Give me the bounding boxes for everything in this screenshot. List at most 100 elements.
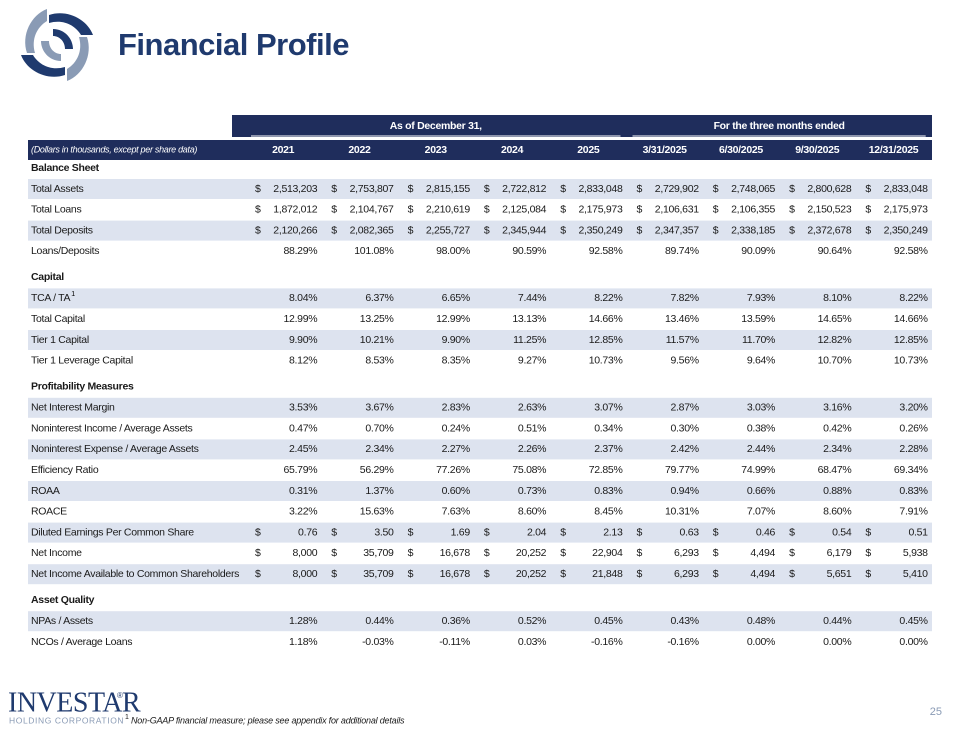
currency-sign: $ bbox=[560, 526, 566, 538]
cell-value: 2,104,767 bbox=[350, 204, 394, 216]
cell-value: 4,494 bbox=[750, 568, 775, 580]
currency-sign: $ bbox=[713, 224, 719, 236]
currency-sign: $ bbox=[637, 183, 643, 195]
cell-value: 92.58% bbox=[894, 245, 928, 257]
column-header: 2025 bbox=[577, 144, 600, 156]
cell-value: 2,833,048 bbox=[884, 183, 928, 195]
cell-value: 8.12% bbox=[289, 355, 317, 367]
cell-value: 11.70% bbox=[742, 334, 775, 346]
cell-value: 1,872,012 bbox=[273, 204, 317, 216]
currency-sign: $ bbox=[637, 547, 643, 559]
cell-value: 21,848 bbox=[592, 568, 623, 580]
cell-value: 5,651 bbox=[827, 568, 852, 580]
column-header: 2024 bbox=[501, 144, 524, 156]
section-title: Asset Quality bbox=[31, 594, 95, 606]
cell-value: 2,255,727 bbox=[426, 224, 470, 236]
row-label: ROACE bbox=[31, 506, 67, 518]
currency-sign: $ bbox=[713, 183, 719, 195]
cell-value: 2,800,628 bbox=[807, 183, 851, 195]
cell-value: 0.83% bbox=[899, 485, 927, 497]
unit-note: (Dollars in thousands, except per share … bbox=[31, 144, 197, 154]
row-label: Total Capital bbox=[31, 313, 85, 325]
cell-value: 12.85% bbox=[589, 334, 623, 346]
cell-value: 0.36% bbox=[442, 615, 470, 627]
row-shade bbox=[28, 439, 932, 460]
row-shade bbox=[28, 481, 932, 501]
currency-sign: $ bbox=[408, 547, 414, 559]
cell-value: 2,125,084 bbox=[502, 204, 546, 216]
cell-value: 7.44% bbox=[518, 292, 546, 304]
currency-sign: $ bbox=[331, 224, 337, 236]
cell-value: 2,350,249 bbox=[578, 224, 622, 236]
cell-value: 1.18% bbox=[289, 636, 317, 648]
cell-value: 3.20% bbox=[899, 402, 927, 414]
cell-value: 0.00% bbox=[747, 636, 775, 648]
row-label: Tier 1 Leverage Capital bbox=[31, 355, 133, 367]
cell-value: 9.90% bbox=[289, 334, 317, 346]
row-label: Total Loans bbox=[31, 204, 81, 216]
currency-sign: $ bbox=[637, 204, 643, 216]
row-shade bbox=[28, 220, 932, 241]
cell-value: 2.26% bbox=[518, 443, 546, 455]
column-header: 9/30/2025 bbox=[795, 144, 839, 156]
cell-value: 10.31% bbox=[665, 506, 699, 518]
cell-value: 2,106,355 bbox=[731, 204, 775, 216]
currency-sign: $ bbox=[560, 183, 566, 195]
column-header-band bbox=[28, 140, 932, 160]
cell-value: 56.29% bbox=[360, 464, 394, 476]
cell-value: 9.27% bbox=[518, 355, 546, 367]
currency-sign: $ bbox=[408, 204, 414, 216]
cell-value: 2.13 bbox=[603, 526, 623, 538]
row-label: Noninterest Expense / Average Assets bbox=[31, 443, 199, 455]
section-title: Capital bbox=[31, 271, 64, 283]
currency-sign: $ bbox=[865, 224, 871, 236]
cell-value: 10.70% bbox=[818, 355, 852, 367]
cell-value: 74.99% bbox=[741, 464, 775, 476]
currency-sign: $ bbox=[789, 547, 795, 559]
cell-value: 1.28% bbox=[289, 615, 317, 627]
column-header: 2021 bbox=[272, 144, 295, 156]
currency-sign: $ bbox=[255, 204, 261, 216]
cell-value: 2,338,185 bbox=[731, 224, 775, 236]
currency-sign: $ bbox=[408, 183, 414, 195]
cell-value: 20,252 bbox=[516, 568, 547, 580]
currency-sign: $ bbox=[560, 568, 566, 580]
cell-value: 68.47% bbox=[818, 464, 852, 476]
cell-value: 2.34% bbox=[823, 443, 851, 455]
currency-sign: $ bbox=[865, 526, 871, 538]
cell-value: 0.73% bbox=[518, 485, 546, 497]
page-title: Financial Profile bbox=[118, 27, 349, 62]
cell-value: 0.94% bbox=[671, 485, 699, 497]
row-label: Tier 1 Capital bbox=[31, 334, 89, 346]
row-label: Loans/Deposits bbox=[31, 245, 99, 257]
cell-value: 3.53% bbox=[289, 402, 317, 414]
cell-value: 65.79% bbox=[283, 464, 317, 476]
cell-value: 0.83% bbox=[594, 485, 622, 497]
cell-value: -0.16% bbox=[667, 636, 698, 648]
cell-value: 2.83% bbox=[442, 402, 470, 414]
row-label: Efficiency Ratio bbox=[31, 464, 99, 476]
cell-value: 101.08% bbox=[354, 245, 393, 257]
column-header: 3/31/2025 bbox=[643, 144, 687, 156]
cell-value: 0.42% bbox=[823, 422, 851, 434]
cell-value: 11.25% bbox=[513, 334, 546, 346]
cell-value: 22,904 bbox=[592, 547, 623, 559]
currency-sign: $ bbox=[255, 224, 261, 236]
cell-value: 20,252 bbox=[516, 547, 547, 559]
currency-sign: $ bbox=[713, 204, 719, 216]
cell-value: 5,410 bbox=[903, 568, 928, 580]
cell-value: 2,082,365 bbox=[350, 224, 394, 236]
cell-value: 90.09% bbox=[741, 245, 775, 257]
row-label: ROAA bbox=[31, 485, 60, 497]
row-shade bbox=[28, 522, 932, 543]
cell-value: 0.34% bbox=[594, 422, 622, 434]
currency-sign: $ bbox=[255, 568, 261, 580]
cell-value: 2.63% bbox=[518, 402, 546, 414]
cell-value: 0.48% bbox=[747, 615, 775, 627]
cell-value: 8.53% bbox=[365, 355, 393, 367]
currency-sign: $ bbox=[484, 224, 490, 236]
cell-value: 90.64% bbox=[818, 245, 852, 257]
cell-value: 2,345,944 bbox=[502, 224, 546, 236]
